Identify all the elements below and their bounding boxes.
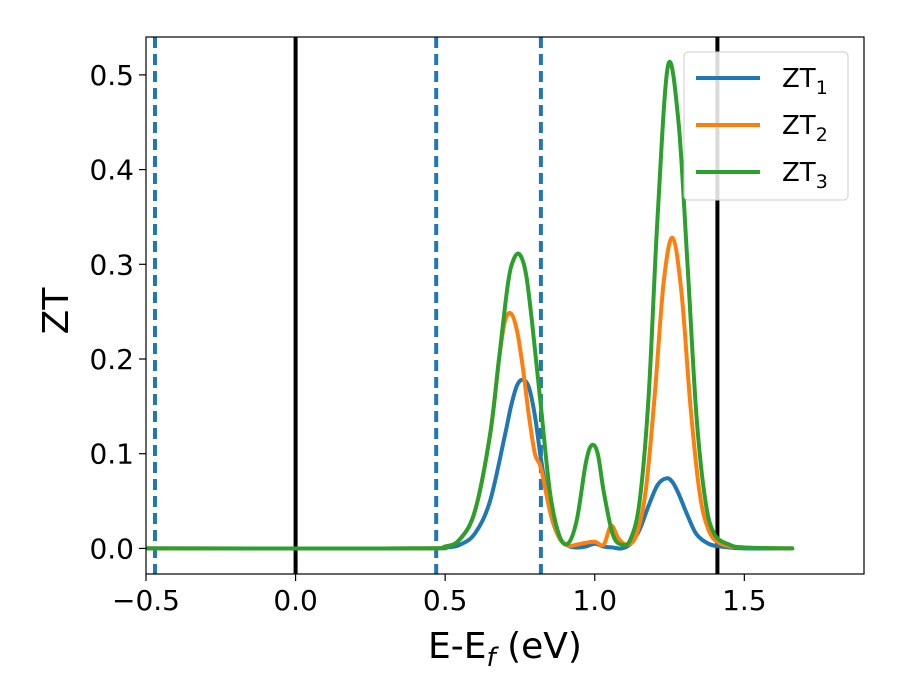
series-line-zt1: [146, 377, 795, 551]
legend-label-zt3: ZT3: [782, 158, 828, 193]
y-tick-label: 0.0: [89, 532, 134, 565]
legend-box: [683, 51, 849, 201]
plot-border: [145, 36, 865, 575]
x-axis-label: E-Ef (eV): [428, 626, 582, 673]
legend-label-zt1: ZT1: [782, 64, 828, 99]
y-tick-label: 0.4: [89, 154, 134, 187]
axes-frame: [145, 36, 865, 575]
x-tick-label: 1.5: [722, 584, 767, 617]
legend-label-zt2: ZT2: [782, 111, 828, 146]
y-axis-label: ZT: [36, 287, 77, 335]
legend: ZT1 ZT2 ZT3: [683, 51, 849, 201]
x-axis: −0.5 0.0 0.5 1.0 1.5: [112, 574, 767, 617]
y-tick-label: 0.3: [89, 248, 134, 281]
y-tick-label: 0.5: [89, 59, 134, 92]
x-tick-label: 0.0: [273, 584, 318, 617]
y-tick-label: 0.1: [89, 438, 134, 471]
x-tick-label: −0.5: [112, 584, 180, 617]
x-tick-label: 1.0: [572, 584, 617, 617]
series-line-zt3: [146, 60, 795, 551]
y-axis: 0.0 0.1 0.2 0.3 0.4 0.5: [89, 59, 146, 565]
y-tick-label: 0.2: [89, 343, 134, 376]
x-tick-label: 0.5: [423, 584, 468, 617]
